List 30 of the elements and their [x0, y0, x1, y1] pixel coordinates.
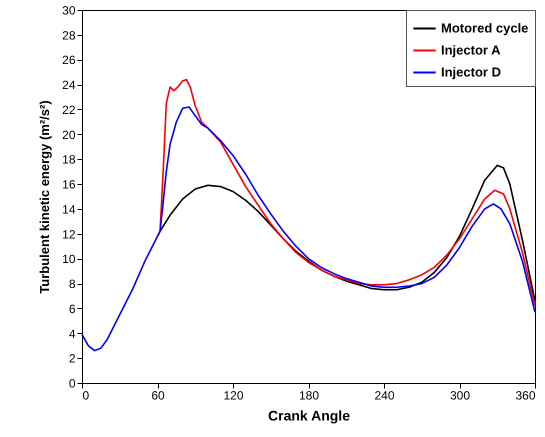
y-tick-label: 18	[62, 152, 76, 167]
y-tick-label: 22	[62, 102, 76, 117]
legend-label: Injector A	[441, 42, 502, 58]
y-axis-title: Turbulent kinetic energy (m²/s²)	[37, 100, 52, 294]
y-tick-label: 14	[62, 202, 76, 216]
y-tick-label: 30	[62, 4, 76, 18]
y-tick-label: 8	[68, 277, 76, 292]
y-tick-label: 10	[62, 252, 76, 266]
y-tick-label: 6	[68, 302, 76, 316]
legend-label: Injector D	[441, 64, 501, 80]
x-tick-label: 240	[374, 388, 395, 402]
y-tick-label: 28	[62, 28, 76, 42]
x-tick-label: 60	[151, 388, 165, 402]
line-series	[156, 78, 536, 307]
y-tick-label: 2	[68, 352, 76, 366]
x-tick-label: 360	[515, 388, 536, 402]
y-tick-label: 24	[62, 78, 76, 92]
y-tick-label: 12	[62, 227, 76, 242]
y-tick-label: 20	[62, 128, 76, 142]
y-tick-label: 4	[68, 326, 76, 341]
x-tick-label: 180	[298, 388, 320, 402]
x-axis-title: Crank Angle	[268, 408, 350, 424]
legend-label: Motored cycle	[441, 20, 528, 36]
y-tick-label: 26	[62, 53, 76, 68]
x-tick-label: 300	[450, 388, 470, 402]
y-tick-label: 16	[62, 178, 76, 192]
y-tick-label: 0	[68, 376, 76, 390]
line-series	[81, 106, 536, 352]
x-tick-label: 0	[82, 388, 90, 402]
x-tick-label: 120	[223, 388, 244, 402]
